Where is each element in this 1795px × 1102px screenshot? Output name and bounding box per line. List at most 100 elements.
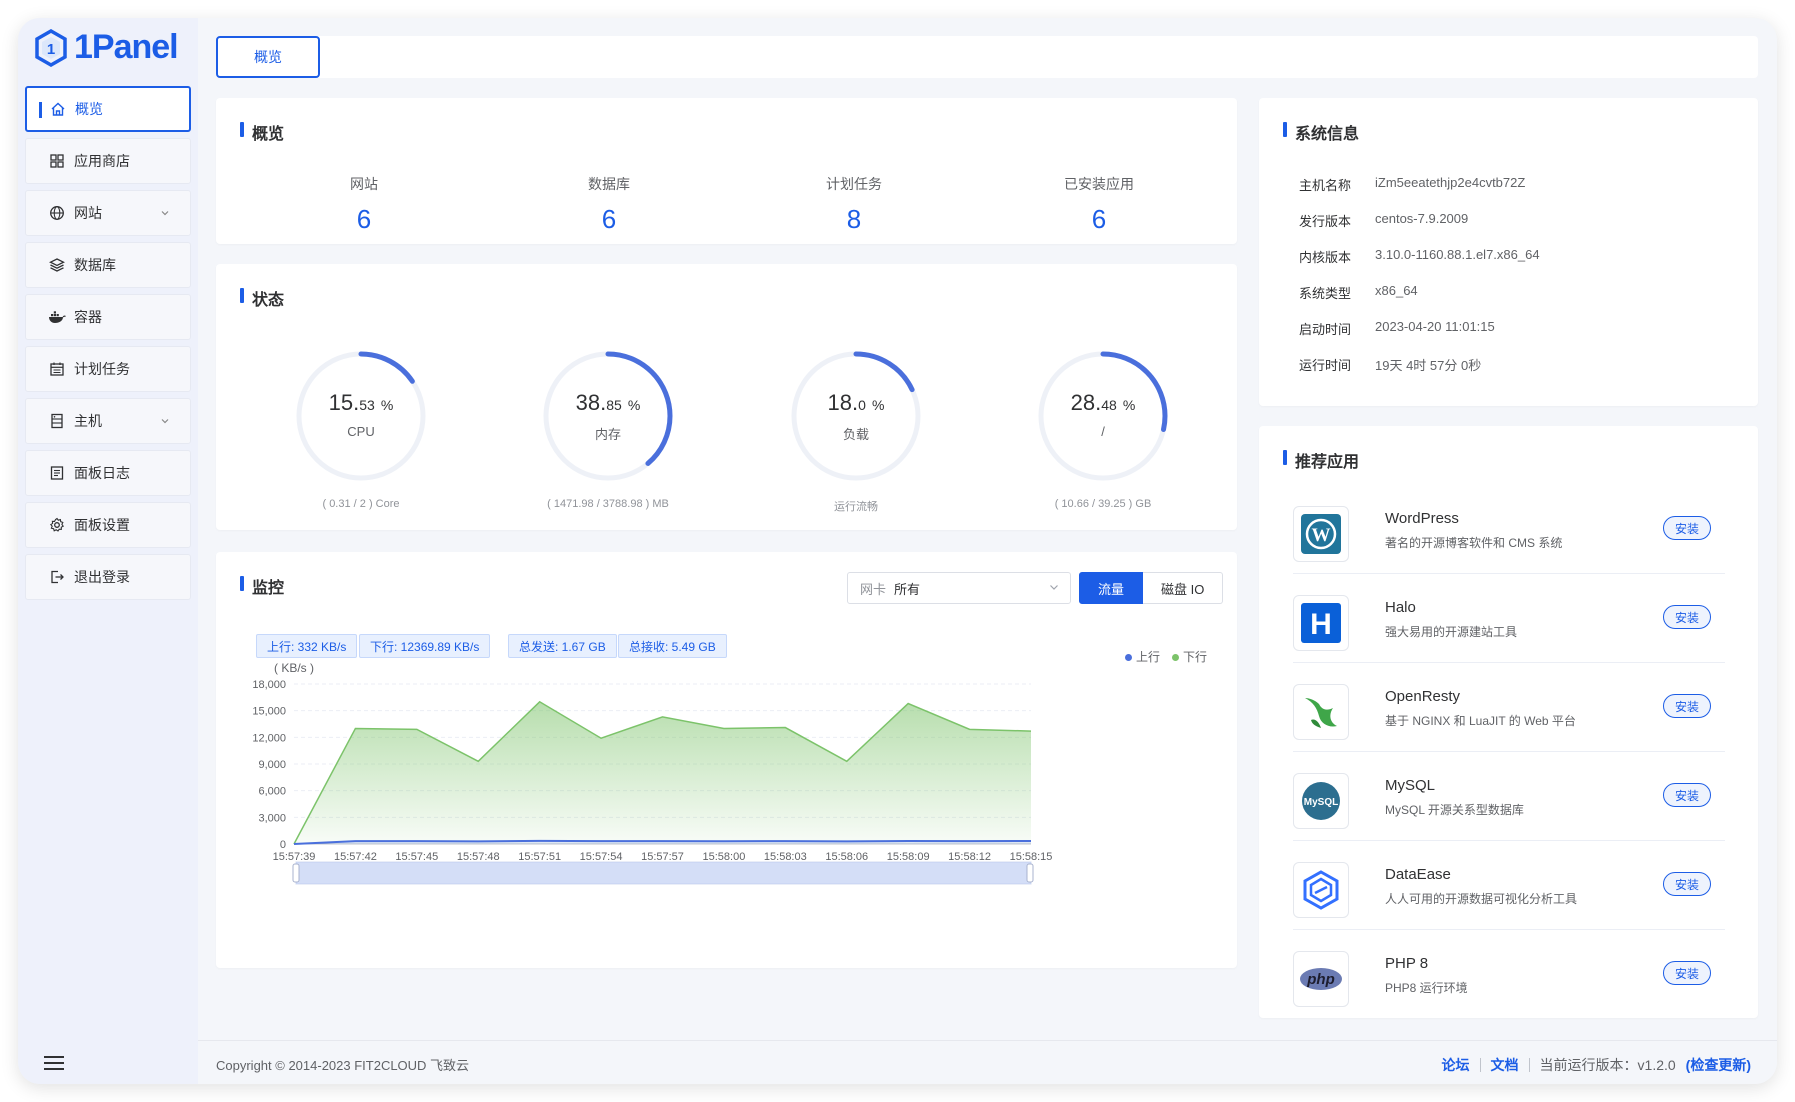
monitor-type-toggle: 流量 磁盘 IO [1079, 572, 1224, 604]
series-area-down [294, 701, 1031, 844]
sidebar-item-label: 容器 [74, 309, 102, 325]
y-tick-label: 12,000 [252, 732, 286, 744]
sidebar-item-cronjob[interactable]: 计划任务 [25, 346, 191, 392]
gauge-name: CPU [347, 424, 375, 439]
check-update-link[interactable]: (检查更新) [1685, 1057, 1751, 1073]
app-desc: PHP8 运行环境 [1385, 981, 1468, 995]
app-name: DataEase [1385, 866, 1451, 883]
install-button[interactable]: 安装 [1663, 605, 1711, 629]
svg-text:H: H [1310, 608, 1332, 641]
sidebar-item-logout[interactable]: 退出登录 [25, 554, 191, 600]
install-button[interactable]: 安装 [1663, 516, 1711, 540]
sidebar-item-host[interactable]: 主机 [25, 398, 191, 444]
app-row-mysql: MySQL MySQL MySQL 开源关系型数据库 安装 [1293, 763, 1725, 841]
app-row-openresty: OpenResty 基于 NGINX 和 LuaJIT 的 Web 平台 安装 [1293, 674, 1725, 752]
gauge-detail: ( 0.31 / 2 ) Core [322, 498, 400, 510]
x-tick-label: 15:58:09 [887, 851, 930, 863]
legend-item-up[interactable]: 上行 [1124, 648, 1160, 665]
stat-databases[interactable]: 数据库 6 [549, 174, 669, 235]
gauge-load: 18.0 % 负载 运行流畅 [786, 346, 926, 513]
log-icon [48, 464, 66, 482]
sidebar-item-app-store[interactable]: 应用商店 [25, 138, 191, 184]
install-button[interactable]: 安装 [1663, 694, 1711, 718]
nic-select-label: 网卡 [860, 581, 887, 597]
sidebar-item-database[interactable]: 数据库 [25, 242, 191, 288]
y-tick-label: 6,000 [258, 786, 286, 798]
stat-installed-apps[interactable]: 已安装应用 6 [1039, 174, 1159, 235]
zoom-handle-left [292, 863, 300, 883]
info-row-hostname: 主机名称 iZm5eeatethjp2e4cvtb72Z [1299, 175, 1526, 193]
info-row-uptime: 运行时间 19天 4时 57分 0秒 [1299, 358, 1482, 373]
y-axis-label: ( KB/s ) [274, 661, 314, 675]
svg-text:1: 1 [47, 41, 55, 58]
sidebar-item-panel-settings[interactable]: 面板设置 [25, 502, 191, 548]
sidebar-item-container[interactable]: 容器 [25, 294, 191, 340]
y-tick-label: 9,000 [258, 759, 286, 771]
grid-icon [48, 152, 66, 170]
stat-value: 6 [356, 204, 372, 234]
series-line-down [293, 700, 1032, 845]
install-button[interactable]: 安装 [1663, 872, 1711, 896]
sidebar: 1 1Panel 概览 应用商店 网站 数据库 [18, 18, 198, 1084]
wordpress-icon: W [1293, 506, 1349, 562]
chevron-down-icon [160, 205, 170, 221]
gear-icon [48, 516, 66, 534]
app-desc: 强大易用的开源建站工具 [1385, 625, 1518, 639]
docs-link[interactable]: 文档 [1490, 1057, 1519, 1073]
series-line-up [293, 839, 1032, 845]
app-name: MySQL [1385, 777, 1436, 794]
gauge-value: 38.85 % [575, 390, 641, 415]
total-sent-tag: 总发送: 1.67 GB [508, 634, 617, 658]
home-icon [49, 100, 67, 118]
tab-overview[interactable]: 概览 [216, 36, 320, 78]
nic-select[interactable]: 网卡 所有 [847, 572, 1071, 604]
app-name: PHP 8 [1385, 955, 1429, 972]
version-text: 当前运行版本：v1.2.0 [1539, 1057, 1676, 1073]
x-tick-label: 15:57:51 [518, 851, 561, 863]
menu-collapse-icon[interactable] [44, 1056, 64, 1072]
x-tick-label: 15:57:42 [334, 851, 377, 863]
sidebar-item-panel-log[interactable]: 面板日志 [25, 450, 191, 496]
app-desc: 著名的开源博客软件和 CMS 系统 [1385, 536, 1563, 550]
info-row-distribution: 发行版本 centos-7.9.2009 [1299, 211, 1469, 229]
stat-cronjobs[interactable]: 计划任务 8 [794, 174, 914, 235]
install-button[interactable]: 安装 [1663, 783, 1711, 807]
info-row-kernel: 内核版本 3.10.0-1160.88.1.el7.x86_64 [1299, 247, 1540, 265]
app-name: Halo [1385, 599, 1416, 616]
mysql-icon: MySQL [1293, 773, 1349, 829]
gauge-ring [543, 351, 673, 481]
legend-item-down[interactable]: 下行 [1171, 648, 1207, 665]
stat-websites[interactable]: 网站 6 [304, 174, 424, 235]
chevron-down-icon [1048, 581, 1060, 596]
disk-io-button[interactable]: 磁盘 IO [1143, 572, 1224, 604]
top-tab-bar: 概览 [216, 36, 1758, 78]
x-tick-label: 15:58:12 [948, 851, 991, 863]
divider [1528, 1058, 1530, 1072]
svg-text:W: W [1312, 525, 1331, 546]
gauge-name: 内存 [594, 427, 621, 442]
install-button[interactable]: 安装 [1663, 961, 1711, 985]
forum-link[interactable]: 论坛 [1441, 1057, 1470, 1073]
sidebar-item-label: 计划任务 [74, 361, 130, 377]
divider [1479, 1058, 1481, 1072]
logo-text: 1Panel [74, 28, 179, 66]
traffic-button[interactable]: 流量 [1079, 572, 1144, 604]
x-tick-label: 15:58:03 [764, 851, 807, 863]
x-tick-label: 15:57:39 [273, 851, 316, 863]
logo-icon: 1 [35, 28, 67, 67]
x-tick-label: 15:57:45 [395, 851, 438, 863]
dataease-icon [1293, 862, 1349, 918]
sidebar-item-overview[interactable]: 概览 [25, 86, 191, 132]
monitor-title: 监控 [240, 574, 284, 598]
sidebar-item-website[interactable]: 网站 [25, 190, 191, 236]
y-tick-label: 18,000 [252, 679, 286, 691]
zoom-slider-range [296, 862, 1031, 884]
sidebar-item-label: 应用商店 [74, 153, 130, 169]
app-name: OpenResty [1385, 688, 1461, 705]
info-row-boot-time: 启动时间 2023-04-20 11:01:15 [1299, 319, 1495, 337]
logout-icon [48, 568, 66, 586]
logo[interactable]: 1 1Panel [34, 28, 179, 67]
sidebar-item-label: 概览 [75, 101, 103, 117]
sidebar-item-label: 主机 [74, 413, 102, 429]
y-tick-label: 3,000 [258, 812, 286, 824]
